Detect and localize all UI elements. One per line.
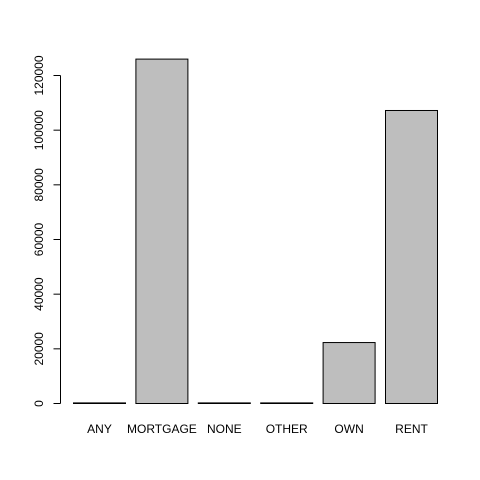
y-tick-label: 60000 — [32, 222, 46, 256]
bar-own — [322, 342, 376, 404]
y-tick-label: 0 — [32, 400, 46, 407]
x-tick-label-other: OTHER — [266, 422, 308, 436]
x-axis-labels: ANY MORTGAGE NONE OTHER OWN RENT — [87, 422, 428, 436]
y-axis: 0 20000 40000 60000 80000 100000 120000 — [32, 55, 61, 407]
x-tick-label-own: OWN — [334, 422, 363, 436]
bar-mortgage — [135, 58, 189, 404]
x-tick-label-rent: RENT — [395, 422, 428, 436]
bar-any — [73, 402, 126, 404]
x-tick-label-none: NONE — [207, 422, 242, 436]
bar-rent — [385, 109, 438, 405]
y-tick-label: 40000 — [32, 277, 46, 311]
bars-layer — [73, 58, 438, 405]
bar-none — [197, 402, 251, 404]
y-tick-label: 20000 — [32, 332, 46, 366]
y-tick-label: 80000 — [32, 168, 46, 202]
y-tick-label: 120000 — [32, 55, 46, 95]
y-tick-label: 100000 — [32, 110, 46, 150]
bar-other — [260, 402, 314, 404]
x-tick-label-mortgage: MORTGAGE — [127, 422, 197, 436]
x-tick-label-any: ANY — [87, 422, 112, 436]
